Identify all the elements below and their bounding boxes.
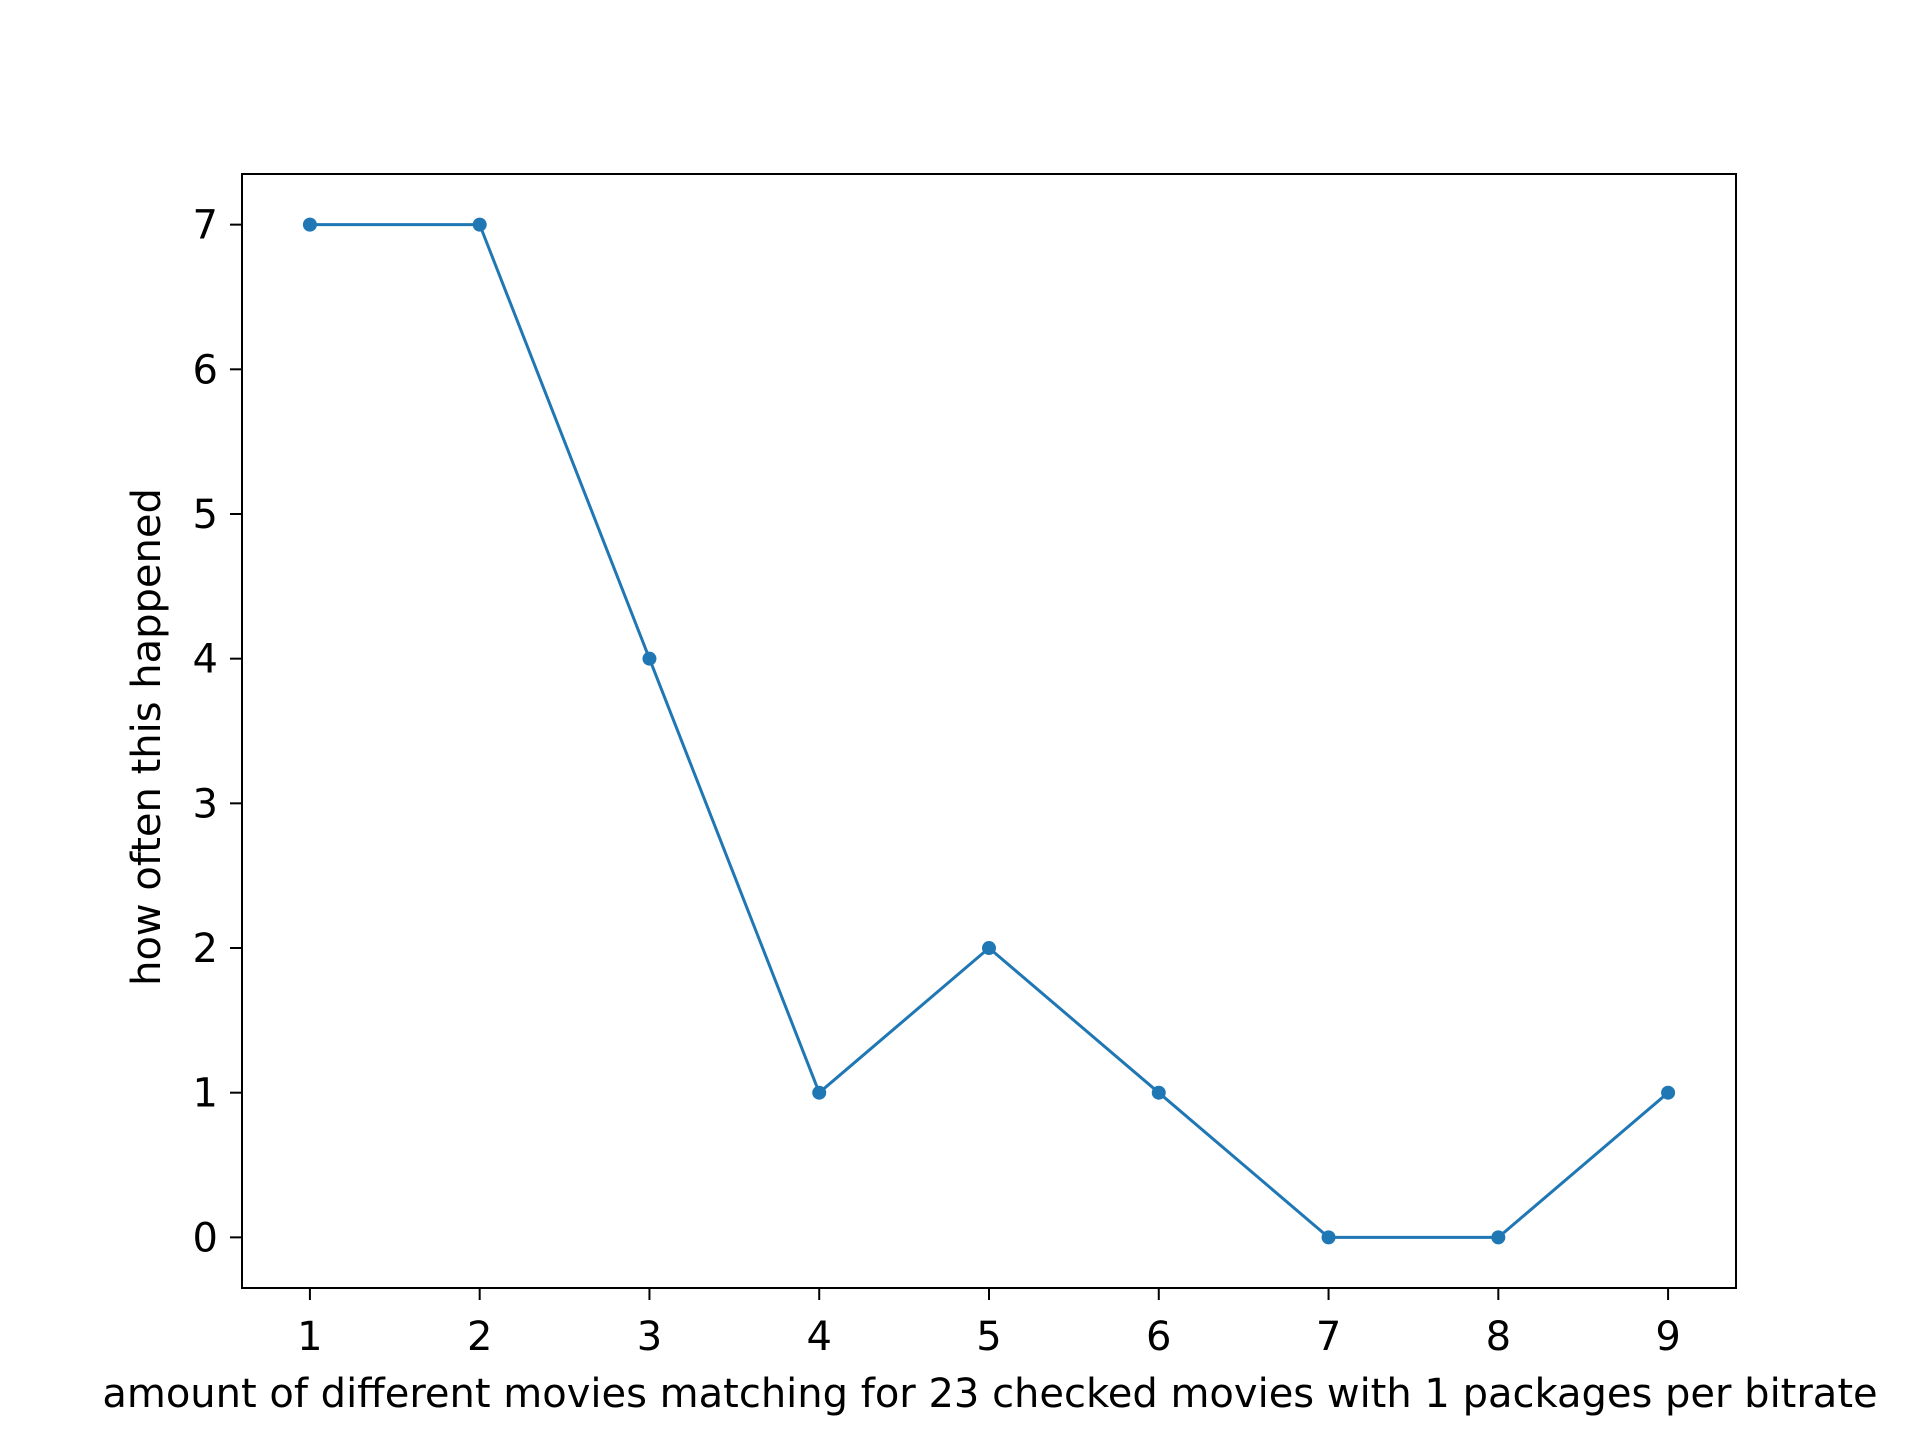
data-point-x5 <box>982 941 996 956</box>
data-point-x8 <box>1491 1230 1506 1245</box>
data-point-x2 <box>472 217 487 232</box>
x-tick-label-2: 2 <box>467 1314 492 1360</box>
y-tick-label-4: 4 <box>193 637 218 683</box>
y-axis-label: how often this happened <box>124 488 170 986</box>
series-layer <box>302 217 1676 1245</box>
data-point-x9 <box>1661 1085 1676 1100</box>
data-point-x6 <box>1151 1085 1166 1100</box>
x-tick-label-7: 7 <box>1316 1314 1341 1360</box>
y-tick-label-7: 7 <box>193 203 218 249</box>
plot-frame <box>241 173 1737 1289</box>
data-point-x1 <box>302 217 317 232</box>
x-tick-label-6: 6 <box>1146 1314 1171 1360</box>
x-axis-label: amount of different movies matching for … <box>102 1371 1877 1417</box>
y-tick-label-2: 2 <box>193 926 218 972</box>
x-tick-label-1: 1 <box>297 1314 322 1360</box>
y-tick-label-1: 1 <box>193 1071 218 1117</box>
x-tick-label-9: 9 <box>1655 1314 1680 1360</box>
y-tick-label-6: 6 <box>193 347 218 393</box>
data-point-x7 <box>1321 1230 1336 1245</box>
y-tick-label-0: 0 <box>193 1215 218 1261</box>
x-tick-label-4: 4 <box>807 1314 832 1360</box>
data-point-x4 <box>812 1085 827 1100</box>
x-tick-label-3: 3 <box>637 1314 662 1360</box>
x-tick-label-8: 8 <box>1486 1314 1511 1360</box>
x-tick-label-5: 5 <box>976 1314 1001 1360</box>
y-tick-label-5: 5 <box>193 492 218 538</box>
data-point-x3 <box>642 651 657 666</box>
y-tick-label-3: 3 <box>193 781 218 827</box>
ticks-layer: 1 2 3 4 5 6 7 8 9 0 1 2 3 4 5 6 7 <box>193 203 1681 1360</box>
